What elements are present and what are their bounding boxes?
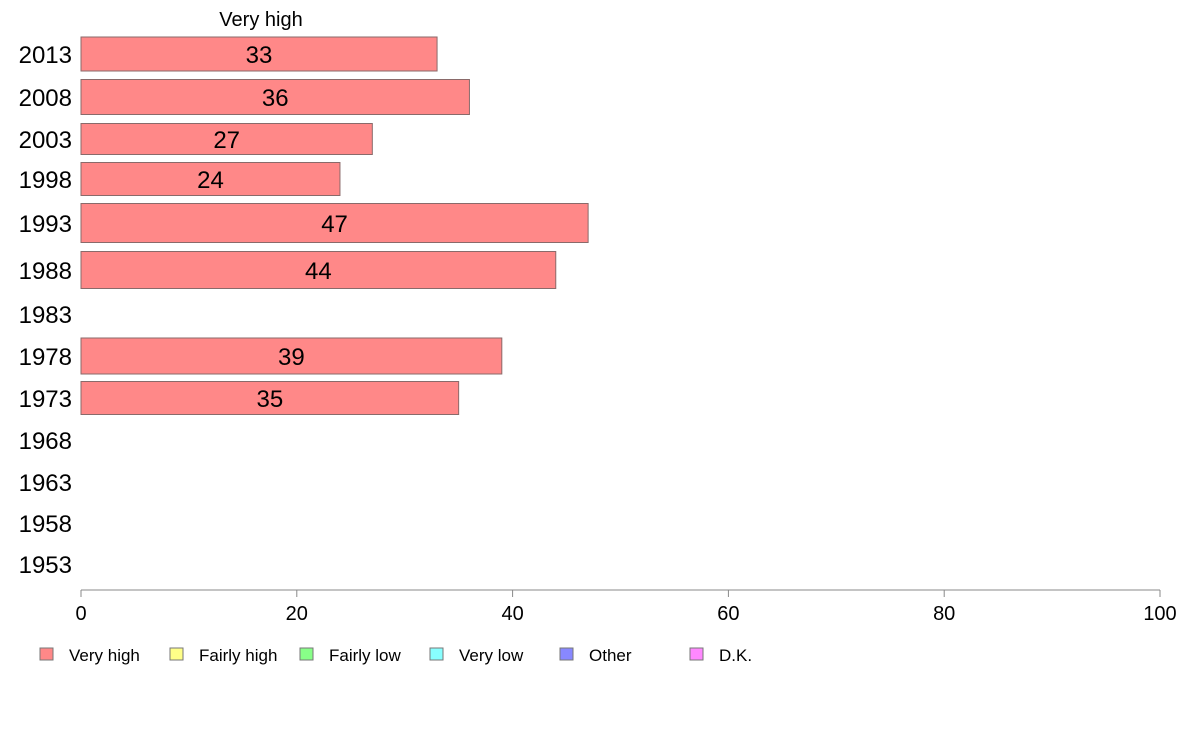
year-label-1953: 1953 [19, 552, 72, 579]
x-tick-label-60: 60 [717, 603, 739, 625]
legend-label-3: Very low [459, 646, 524, 665]
value-label-2008: 36 [262, 85, 289, 112]
year-labels-group: 2013 2008 2003 1998 1993 1988 1983 1978 1973 1968… [19, 42, 72, 579]
bars-group [80, 36, 589, 415]
legend: Very high Fairly high Fairly low Very low Ot… [39, 646, 752, 665]
year-label-1993: 1993 [19, 211, 72, 238]
value-label-2003: 27 [213, 127, 240, 154]
value-label-1993: 47 [321, 211, 348, 238]
x-tick-label-100: 100 [1143, 603, 1176, 625]
bar-2013 [80, 36, 438, 72]
year-label-1983: 1983 [19, 302, 72, 329]
year-label-1998: 1998 [19, 167, 72, 194]
x-tick-label-20: 20 [286, 603, 308, 625]
legend-label-1: Fairly high [199, 646, 277, 665]
legend-swatch-0 [39, 647, 54, 661]
year-label-1968: 1968 [19, 428, 72, 455]
year-label-2003: 2003 [19, 127, 72, 154]
legend-swatch-1 [169, 647, 184, 661]
year-label-1973: 1973 [19, 386, 72, 413]
series-title: Very high [219, 9, 302, 31]
value-label-1998: 24 [197, 167, 224, 194]
bar-2008 [80, 79, 470, 115]
legend-swatch-5 [689, 647, 704, 661]
value-labels-group: 33 36 27 24 47 44 39 35 [197, 42, 348, 413]
x-ticks-group: 0 20 40 60 80 100 [75, 590, 1177, 625]
value-label-1978: 39 [278, 344, 305, 371]
bar-1993 [80, 203, 589, 243]
value-label-1973: 35 [256, 386, 283, 413]
year-label-2008: 2008 [19, 85, 72, 112]
value-label-1988: 44 [305, 258, 332, 285]
bar-1978 [80, 337, 503, 375]
legend-label-0: Very high [69, 646, 140, 665]
year-label-1958: 1958 [19, 511, 72, 538]
bar-1973 [80, 381, 460, 415]
legend-label-4: Other [589, 646, 632, 665]
bar-1988 [80, 251, 557, 289]
year-label-2013: 2013 [19, 42, 72, 69]
year-label-1988: 1988 [19, 258, 72, 285]
legend-label-2: Fairly low [329, 646, 402, 665]
bar-2003 [80, 123, 373, 155]
value-label-2013: 33 [246, 42, 273, 69]
legend-swatch-4 [559, 647, 574, 661]
x-tick-label-0: 0 [75, 603, 86, 625]
legend-swatch-3 [429, 647, 444, 661]
x-tick-label-80: 80 [933, 603, 955, 625]
x-tick-label-40: 40 [501, 603, 523, 625]
bar-1998 [80, 162, 341, 196]
year-label-1978: 1978 [19, 344, 72, 371]
year-label-1963: 1963 [19, 470, 72, 497]
legend-label-5: D.K. [719, 646, 752, 665]
legend-swatch-2 [299, 647, 314, 661]
